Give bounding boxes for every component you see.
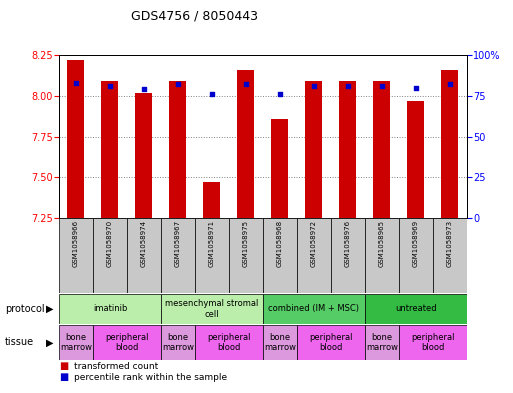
- Bar: [169, 81, 186, 218]
- Text: tissue: tissue: [5, 337, 34, 347]
- Bar: [127, 218, 161, 293]
- Bar: [229, 218, 263, 293]
- Point: [72, 80, 80, 86]
- Bar: [305, 81, 322, 218]
- Text: ▶: ▶: [46, 337, 54, 347]
- Text: mesenchymal stromal
cell: mesenchymal stromal cell: [165, 299, 259, 319]
- Text: bone
marrow: bone marrow: [162, 332, 194, 352]
- Bar: [263, 294, 365, 324]
- Bar: [331, 218, 365, 293]
- Text: GSM1058974: GSM1058974: [141, 220, 147, 267]
- Point: [242, 81, 250, 88]
- Text: peripheral
blood: peripheral blood: [207, 332, 251, 352]
- Text: bone
marrow: bone marrow: [264, 332, 296, 352]
- Point: [412, 84, 420, 91]
- Text: GSM1058969: GSM1058969: [413, 220, 419, 268]
- Bar: [365, 218, 399, 293]
- Bar: [93, 218, 127, 293]
- Text: GSM1058967: GSM1058967: [175, 220, 181, 268]
- Text: GSM1058976: GSM1058976: [345, 220, 351, 268]
- Text: imatinib: imatinib: [93, 305, 127, 313]
- Text: GSM1058971: GSM1058971: [209, 220, 215, 268]
- Bar: [263, 325, 297, 360]
- Bar: [204, 182, 221, 218]
- Bar: [135, 92, 152, 218]
- Text: bone
marrow: bone marrow: [366, 332, 398, 352]
- Text: GSM1058973: GSM1058973: [447, 220, 453, 268]
- Bar: [68, 60, 85, 218]
- Text: ▶: ▶: [46, 304, 54, 314]
- Bar: [59, 294, 161, 324]
- Text: protocol: protocol: [5, 304, 45, 314]
- Text: GSM1058970: GSM1058970: [107, 220, 113, 268]
- Bar: [407, 101, 424, 218]
- Text: percentile rank within the sample: percentile rank within the sample: [74, 373, 227, 382]
- Bar: [340, 81, 357, 218]
- Text: peripheral
blood: peripheral blood: [105, 332, 149, 352]
- Text: combined (IM + MSC): combined (IM + MSC): [268, 305, 360, 313]
- Bar: [195, 325, 263, 360]
- Bar: [433, 218, 467, 293]
- Bar: [161, 325, 195, 360]
- Text: ■: ■: [59, 361, 68, 371]
- Text: peripheral
blood: peripheral blood: [411, 332, 455, 352]
- Point: [276, 91, 284, 97]
- Bar: [297, 325, 365, 360]
- Text: GSM1058968: GSM1058968: [277, 220, 283, 268]
- Text: GSM1058972: GSM1058972: [311, 220, 317, 267]
- Bar: [59, 325, 93, 360]
- Bar: [373, 81, 390, 218]
- Point: [106, 83, 114, 89]
- Point: [344, 83, 352, 89]
- Point: [446, 81, 454, 88]
- Bar: [263, 218, 297, 293]
- Point: [140, 86, 148, 92]
- Bar: [271, 119, 288, 218]
- Bar: [93, 325, 161, 360]
- Bar: [365, 294, 467, 324]
- Point: [378, 83, 386, 89]
- Bar: [399, 325, 467, 360]
- Bar: [365, 325, 399, 360]
- Bar: [297, 218, 331, 293]
- Text: GSM1058965: GSM1058965: [379, 220, 385, 267]
- Bar: [399, 218, 433, 293]
- Text: peripheral
blood: peripheral blood: [309, 332, 352, 352]
- Text: GSM1058966: GSM1058966: [73, 220, 79, 268]
- Bar: [59, 218, 93, 293]
- Bar: [238, 70, 254, 218]
- Text: untreated: untreated: [395, 305, 437, 313]
- Point: [208, 91, 216, 97]
- Bar: [161, 294, 263, 324]
- Text: GDS4756 / 8050443: GDS4756 / 8050443: [131, 10, 259, 23]
- Point: [310, 83, 318, 89]
- Bar: [102, 81, 119, 218]
- Text: GSM1058975: GSM1058975: [243, 220, 249, 267]
- Text: ■: ■: [59, 372, 68, 382]
- Bar: [195, 218, 229, 293]
- Bar: [441, 70, 458, 218]
- Text: bone
marrow: bone marrow: [60, 332, 92, 352]
- Point: [174, 81, 182, 88]
- Text: transformed count: transformed count: [74, 362, 159, 371]
- Bar: [161, 218, 195, 293]
